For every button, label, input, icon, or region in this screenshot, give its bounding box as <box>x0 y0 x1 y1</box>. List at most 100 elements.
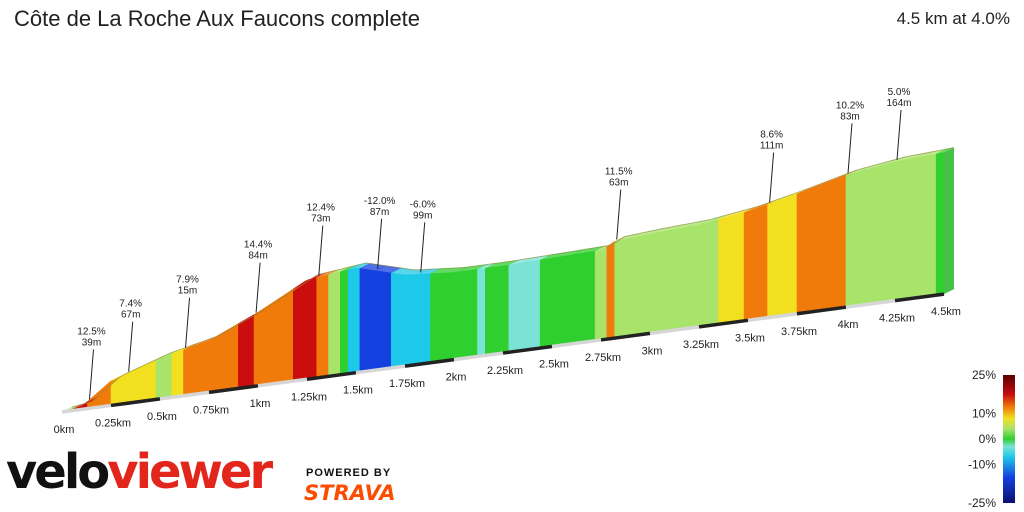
distance-axis-band <box>61 403 112 414</box>
gradient-segment <box>316 274 329 379</box>
gradient-segment <box>253 304 271 387</box>
distance-axis-band <box>698 318 749 329</box>
gradient-segment <box>626 233 651 337</box>
x-tick-label: 1km <box>250 398 271 410</box>
strava-logo-icon[interactable]: STRAVA <box>304 481 396 505</box>
distance-axis-band <box>796 305 847 316</box>
gradient-segment <box>924 153 937 298</box>
logo-viewer-text: viewer <box>107 444 273 500</box>
gradient-segment <box>485 264 510 356</box>
annotation-leader-line <box>128 321 134 372</box>
annotation-length: 39m <box>82 338 101 349</box>
annotation-length: 84m <box>248 251 267 262</box>
annotation-leader-line <box>88 349 94 400</box>
gradient-segment <box>718 212 745 325</box>
gradient-segment <box>155 353 173 400</box>
x-tick-label: 1.5km <box>343 385 373 397</box>
x-tick-label: 2.25km <box>487 365 523 377</box>
distance-axis-band <box>257 377 308 388</box>
gradient-segment <box>418 273 431 365</box>
chart-title: Côte de La Roche Aux Faucons complete <box>14 6 421 31</box>
gradient-segment <box>183 340 210 397</box>
annotation-length: 111m <box>760 141 784 152</box>
x-tick-label: 2km <box>446 372 467 384</box>
profile-side-face <box>61 152 945 413</box>
annotation-leader-line <box>616 189 622 240</box>
gradient-segment <box>767 193 798 319</box>
gradient-segment <box>606 241 616 340</box>
gradient-segment <box>340 269 349 376</box>
gradient-segment <box>796 183 823 315</box>
distance-axis-band <box>551 338 602 349</box>
annotation-length: 15m <box>178 286 197 297</box>
x-tick-label: 4km <box>838 319 859 331</box>
gradient-segment <box>457 269 478 360</box>
veloviewer-logo-icon[interactable]: veloviewer <box>6 448 273 496</box>
gradient-segment <box>508 262 525 353</box>
distance-axis-band <box>355 364 406 375</box>
annotation-length: 164m <box>886 98 911 109</box>
x-tick-label: 2.5km <box>539 359 569 371</box>
annotation-length: 87m <box>370 207 389 218</box>
x-tick-label: 0.5km <box>147 411 177 423</box>
gradient-segment <box>171 349 184 398</box>
x-tick-label: 4.25km <box>879 313 915 325</box>
distance-axis-band <box>453 351 504 362</box>
distance-axis-band <box>894 292 945 303</box>
x-tick-label: 0.75km <box>193 404 229 416</box>
annotation-leader-line <box>896 109 902 160</box>
x-tick-label: 1.75km <box>389 378 425 390</box>
x-tick-label: 3.75km <box>781 326 817 338</box>
distance-axis-band <box>306 370 357 381</box>
x-tick-label: 3.5km <box>735 332 765 344</box>
annotation-leader-line <box>255 262 261 313</box>
gradient-segment <box>524 259 541 351</box>
profile-ridge-line <box>71 147 955 408</box>
legend-tick-label: 0% <box>979 432 997 446</box>
gradient-segment <box>477 268 486 357</box>
gradient-segment <box>673 224 700 331</box>
annotation-grade: 8.6% <box>760 130 783 141</box>
gradient-segment <box>935 152 945 296</box>
profile-top-face <box>61 147 955 413</box>
gradient-segment <box>390 272 420 369</box>
annotation-length: 99m <box>413 210 432 221</box>
annotation-grade: 10.2% <box>836 100 864 111</box>
x-tick-label: 1.25km <box>291 391 327 403</box>
annotation-grade: -12.0% <box>364 196 396 207</box>
climb-summary: 4.5 km at 4.0% <box>896 9 1010 28</box>
annotation-length: 83m <box>840 111 859 122</box>
annotation-grade: 14.4% <box>244 240 272 251</box>
gradient-segment <box>743 204 768 322</box>
gradient-segment <box>208 323 239 393</box>
distance-axis-band <box>159 390 210 401</box>
gradient-segment <box>571 250 596 345</box>
distance-axis-band <box>600 331 651 342</box>
gradient-annotations: 12.5%39m 7.4%67m 7.9%15m 14.4%84m 12.4%73m -1… <box>77 87 912 400</box>
x-tick-label: 3.25km <box>683 339 719 351</box>
distance-axis-band <box>649 325 700 336</box>
annotation-length: 63m <box>609 178 628 189</box>
legend-tick-label: -25% <box>968 496 996 510</box>
gradient-segment <box>328 271 341 377</box>
distance-axis-band <box>110 397 161 408</box>
x-tick-label: 4.5km <box>931 306 961 318</box>
gradient-segment <box>539 254 572 349</box>
x-tick-label: 0.25km <box>95 417 131 429</box>
x-tick-label: 2.75km <box>585 352 621 364</box>
gradient-segment <box>359 268 376 373</box>
annotation-leader-line <box>847 123 853 174</box>
x-tick-label: 3km <box>642 345 663 357</box>
powered-by-label: POWERED BY <box>306 467 392 479</box>
legend-tick-label: -10% <box>968 458 996 472</box>
gradient-segment <box>614 238 627 339</box>
distance-axis-band <box>845 298 896 309</box>
annotation-grade: 5.0% <box>888 87 911 98</box>
legend-tick-label: 10% <box>972 406 996 420</box>
distance-axis-band <box>208 384 259 395</box>
gradient-legend: 25% 10% 0% -10% -25% <box>968 368 1015 510</box>
distance-axis-band <box>502 344 553 355</box>
annotation-leader-line <box>769 152 775 203</box>
annotation-grade: 7.4% <box>119 299 142 310</box>
distance-axis <box>61 292 945 414</box>
